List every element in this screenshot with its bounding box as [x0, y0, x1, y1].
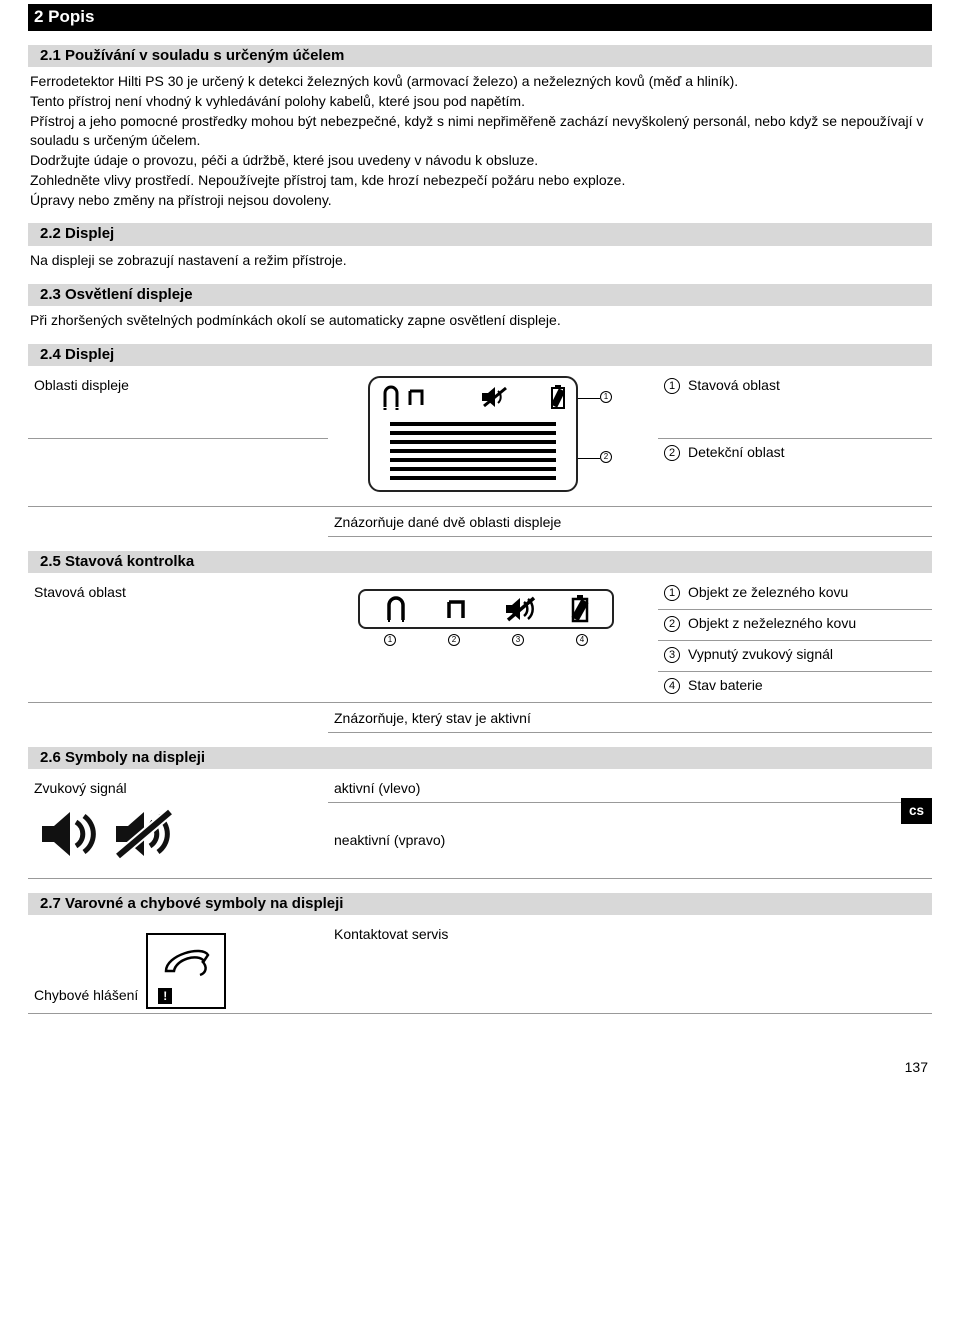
- caption: Znázorňuje, který stav je aktivní: [328, 702, 932, 732]
- row-label: Chybové hlášení: [34, 987, 138, 1003]
- row-label: Zvukový signál: [34, 780, 127, 796]
- language-tab: cs: [901, 798, 932, 824]
- legend-text: Stavová oblast: [688, 377, 780, 393]
- para: Přístroj a jeho pomocné prostředky mohou…: [30, 112, 930, 150]
- service-phone-icon: !: [146, 933, 226, 1009]
- sound-off-icon: [112, 806, 176, 862]
- heading-2-2: 2.2 Displej: [28, 223, 932, 245]
- para: Úpravy nebo změny na přístroji nejsou do…: [30, 191, 930, 210]
- value: Kontaktovat servis: [328, 921, 932, 1013]
- para: Tento přístroj není vhodný k vyhledávání…: [30, 92, 930, 111]
- sound-off-icon: [480, 384, 510, 410]
- battery-icon: [571, 594, 589, 624]
- value: aktivní (vlevo): [328, 775, 932, 802]
- table-2-4: Oblasti displeje: [28, 372, 932, 537]
- legend-text: Vypnutý zvukový signál: [688, 646, 833, 662]
- legend-text: Objekt z neželezného kovu: [688, 615, 856, 631]
- legend-text: Stav baterie: [688, 677, 763, 693]
- legend-num-icon: 1: [664, 378, 680, 394]
- heading-2-1: 2.1 Používání v souladu s určeným účelem: [28, 45, 932, 67]
- para: Ferrodetektor Hilti PS 30 je určený k de…: [30, 72, 930, 91]
- heading-2-5: 2.5 Stavová kontrolka: [28, 551, 932, 573]
- sound-on-icon: [38, 806, 102, 862]
- ferrous-icon: [383, 594, 411, 624]
- heading-2-6: 2.6 Symboly na displeji: [28, 747, 932, 769]
- section-title: 2 Popis: [28, 4, 932, 31]
- body-2-1: Ferrodetektor Hilti PS 30 je určený k de…: [28, 72, 932, 209]
- para: Zohledněte vlivy prostředí. Nepoužívejte…: [30, 171, 930, 190]
- display-diagram: 1 2: [368, 376, 618, 496]
- status-strip-diagram: 1234: [358, 583, 628, 658]
- battery-icon: [550, 384, 566, 410]
- metal-icons: [380, 383, 440, 411]
- legend-num-icon: 2: [664, 445, 680, 461]
- table-2-7: Chybové hlášení ! Kontaktovat servis: [28, 921, 932, 1014]
- body-2-2: Na displeji se zobrazují nastavení a rež…: [28, 251, 932, 270]
- legend-text: Detekční oblast: [688, 444, 785, 460]
- heading-2-3: 2.3 Osvětlení displeje: [28, 284, 932, 306]
- heading-2-4: 2.4 Displej: [28, 344, 932, 366]
- heading-2-7: 2.7 Varovné a chybové symboly na displej…: [28, 893, 932, 915]
- para: Dodržujte údaje o provozu, péči a údržbě…: [30, 151, 930, 170]
- table-2-6: Zvukový signál aktivní (vlevo) neaktivní…: [28, 775, 932, 879]
- legend-text: Objekt ze železného kovu: [688, 584, 848, 600]
- caption: Znázorňuje dané dvě oblasti displeje: [328, 506, 932, 536]
- value: neaktivní (vpravo): [328, 802, 932, 878]
- table-2-5: Stavová oblast 1234 1Objekt ze železného…: [28, 579, 932, 732]
- body-2-3: Při zhoršených světelných podmínkách oko…: [28, 311, 932, 330]
- nonferrous-icon: [444, 594, 470, 624]
- row-label: Oblasti displeje: [28, 372, 328, 439]
- page-number: 137: [28, 1058, 932, 1077]
- row-label: Stavová oblast: [28, 579, 328, 702]
- sound-off-icon: [504, 594, 538, 624]
